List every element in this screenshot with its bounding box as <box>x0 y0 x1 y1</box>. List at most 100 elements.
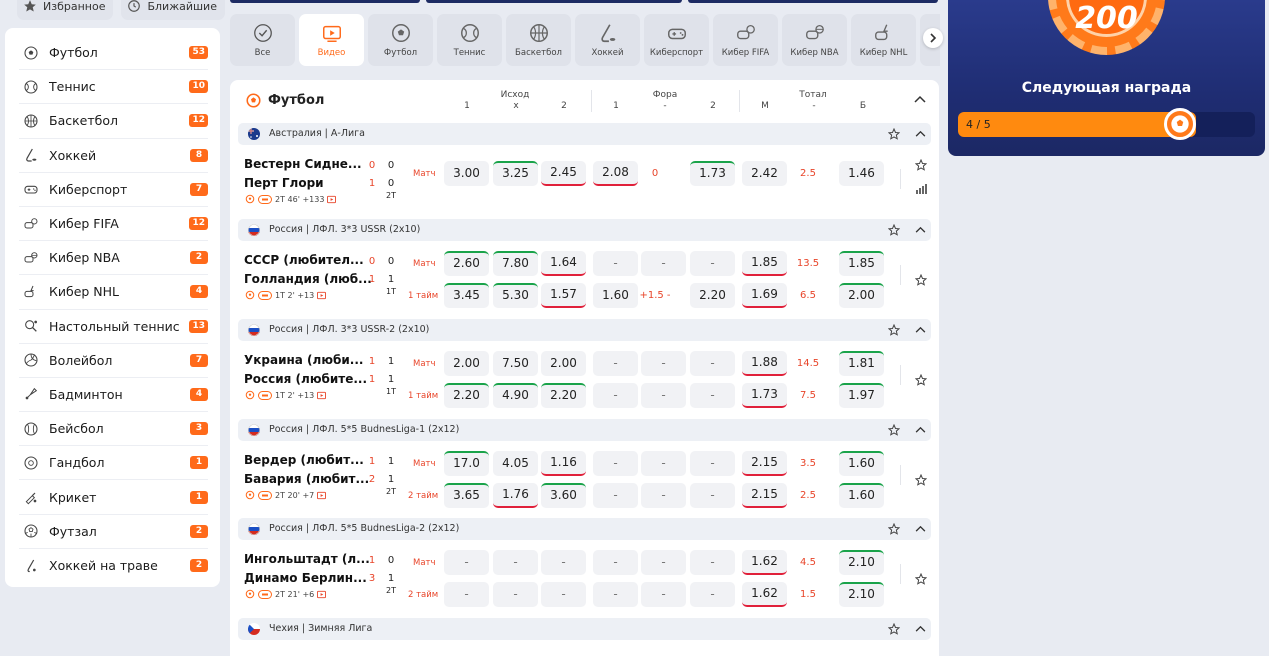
odds-button[interactable]: 1.73 <box>690 161 735 186</box>
odds-button[interactable]: 1.73 <box>742 383 787 408</box>
sidebar-item-cyber-nhl[interactable]: Кибер NHL 4 <box>19 275 208 310</box>
favorite-star-icon[interactable] <box>915 374 927 386</box>
odds-button[interactable]: 3.45 <box>444 283 489 308</box>
odds-button[interactable]: 7.80 <box>493 251 538 276</box>
odds-button[interactable]: 1.60 <box>593 283 638 308</box>
sidebar-item-soccer[interactable]: Футбол 53 <box>19 36 208 71</box>
odds-button[interactable]: 1.81 <box>839 351 884 376</box>
sidebar-item-hockey[interactable]: Хоккей 8 <box>19 139 208 173</box>
odds-button[interactable]: 17.0 <box>444 451 489 476</box>
sidebar-item-tennis[interactable]: Теннис 10 <box>19 70 208 105</box>
stats-bars-icon[interactable] <box>916 184 927 194</box>
nearest-button[interactable]: Ближайшие <box>121 0 225 20</box>
league-header[interactable]: Россия | ЛФЛ. 5*5 BudnesLiga-1 (2x12) <box>238 419 931 441</box>
star-icon[interactable] <box>888 128 900 140</box>
odds-button[interactable]: 2.45 <box>541 161 586 186</box>
odds-button[interactable]: 1.57 <box>541 283 586 308</box>
odds-button[interactable]: 2.08 <box>593 161 638 186</box>
tab-gamepad[interactable]: Киберспорт <box>644 14 709 66</box>
odds-button[interactable]: 2.60 <box>444 251 489 276</box>
odds-button[interactable]: 1.16 <box>541 451 586 476</box>
league-header[interactable]: Россия | ЛФЛ. 3*3 USSR (2x10) <box>238 219 931 241</box>
favorite-star-icon[interactable] <box>915 573 927 585</box>
tab-tennis[interactable]: Теннис <box>437 14 502 66</box>
team-home-name[interactable]: СССР (любител... <box>244 253 364 267</box>
favorite-star-icon[interactable] <box>915 474 927 486</box>
tab-cyber-fifa[interactable]: Кибер FIFA <box>713 14 778 66</box>
sidebar-item-basketball[interactable]: Баскетбол 12 <box>19 104 208 139</box>
odds-button[interactable]: 4.90 <box>493 383 538 408</box>
collapse-chevron-icon[interactable] <box>915 426 926 433</box>
star-icon[interactable] <box>888 523 900 535</box>
odds-button[interactable]: 1.69 <box>742 283 787 308</box>
odds-button[interactable]: 4.05 <box>493 451 538 476</box>
odds-button[interactable]: 3.00 <box>444 161 489 186</box>
reward-promo[interactable]: 200 Следующая награда 4 / 5 <box>948 0 1265 156</box>
collapse-chevron-icon[interactable] <box>915 130 926 137</box>
sidebar-item-field-hockey[interactable]: Хоккей на траве 2 <box>19 549 208 583</box>
odds-button[interactable]: 1.85 <box>742 251 787 276</box>
sidebar-item-baseball[interactable]: Бейсбол 3 <box>19 412 208 447</box>
odds-button[interactable]: 2.15 <box>742 451 787 476</box>
odds-button[interactable]: 1.76 <box>493 483 538 508</box>
league-header[interactable]: Россия | ЛФЛ. 3*3 USSR-2 (2x10) <box>238 319 931 341</box>
odds-button[interactable]: 3.60 <box>541 483 586 508</box>
odds-button[interactable]: 2.10 <box>839 550 884 575</box>
odds-button[interactable]: 1.60 <box>839 483 884 508</box>
sidebar-item-futsal[interactable]: Футзал 2 <box>19 515 208 549</box>
team-home-name[interactable]: Ингольштадт (л... <box>244 552 370 566</box>
star-icon[interactable] <box>888 424 900 436</box>
tab-cyber-nba[interactable]: Кибер NBA <box>782 14 847 66</box>
collapse-chevron-icon[interactable] <box>914 95 926 103</box>
odds-button[interactable]: 1.46 <box>839 161 884 186</box>
odds-button[interactable]: 2.15 <box>742 483 787 508</box>
odds-button[interactable]: 3.65 <box>444 483 489 508</box>
team-away-name[interactable]: Динамо Берлин... <box>244 571 367 585</box>
tab-check-circle[interactable]: Все <box>230 14 295 66</box>
team-home-name[interactable]: Вестерн Сидне... <box>244 157 362 171</box>
tab-hockey[interactable]: Хоккей <box>575 14 640 66</box>
odds-button[interactable]: 2.20 <box>690 283 735 308</box>
league-header[interactable]: Чехия | Зимняя Лига <box>238 618 931 640</box>
league-header[interactable]: Россия | ЛФЛ. 5*5 BudnesLiga-2 (2x12) <box>238 518 931 540</box>
odds-button[interactable]: 1.85 <box>839 251 884 276</box>
tab-soccer[interactable]: Футбол <box>368 14 433 66</box>
favorite-star-icon[interactable] <box>915 159 927 171</box>
team-away-name[interactable]: Россия (любите... <box>244 372 368 386</box>
star-icon[interactable] <box>888 324 900 336</box>
odds-button[interactable]: 3.25 <box>493 161 538 186</box>
tab-cyber-nhl[interactable]: Кибер NHL <box>851 14 916 66</box>
odds-button[interactable]: 1.97 <box>839 383 884 408</box>
odds-button[interactable]: 2.00 <box>839 283 884 308</box>
league-header[interactable]: Австралия | А-Лига <box>238 123 931 145</box>
odds-button[interactable]: 2.20 <box>541 383 586 408</box>
odds-button[interactable]: 7.50 <box>493 351 538 376</box>
odds-button[interactable]: 1.62 <box>742 550 787 575</box>
sidebar-item-cricket[interactable]: Крикет 1 <box>19 480 208 515</box>
collapse-chevron-icon[interactable] <box>915 226 926 233</box>
sidebar-item-handball[interactable]: Гандбол 1 <box>19 446 208 481</box>
star-icon[interactable] <box>888 224 900 236</box>
odds-button[interactable]: 2.00 <box>541 351 586 376</box>
sidebar-item-badminton[interactable]: Бадминтон 4 <box>19 378 208 413</box>
collapse-chevron-icon[interactable] <box>915 326 926 333</box>
sidebar-item-gamepad[interactable]: Киберспорт 7 <box>19 173 208 207</box>
sidebar-item-cyber-nba[interactable]: Кибер NBA 2 <box>19 241 208 276</box>
team-away-name[interactable]: Бавария (любит... <box>244 472 370 486</box>
odds-button[interactable]: 2.00 <box>444 351 489 376</box>
tabs-next-button[interactable] <box>923 28 943 48</box>
odds-button[interactable]: 2.42 <box>742 161 787 186</box>
team-away-name[interactable]: Перт Глори <box>244 176 324 190</box>
odds-button[interactable]: 2.20 <box>444 383 489 408</box>
team-away-name[interactable]: Голландия (люб... <box>244 272 372 286</box>
odds-button[interactable]: 1.64 <box>541 251 586 276</box>
odds-button[interactable]: 1.60 <box>839 451 884 476</box>
collapse-chevron-icon[interactable] <box>915 625 926 632</box>
sidebar-item-volleyball[interactable]: Волейбол 7 <box>19 344 208 378</box>
odds-button[interactable]: 1.62 <box>742 582 787 607</box>
odds-button[interactable]: 2.10 <box>839 582 884 607</box>
collapse-chevron-icon[interactable] <box>915 525 926 532</box>
tab-video[interactable]: Видео <box>299 14 364 66</box>
tab-basketball[interactable]: Баскетбол <box>506 14 571 66</box>
sidebar-item-cyber-fifa[interactable]: Кибер FIFA 12 <box>19 207 208 242</box>
